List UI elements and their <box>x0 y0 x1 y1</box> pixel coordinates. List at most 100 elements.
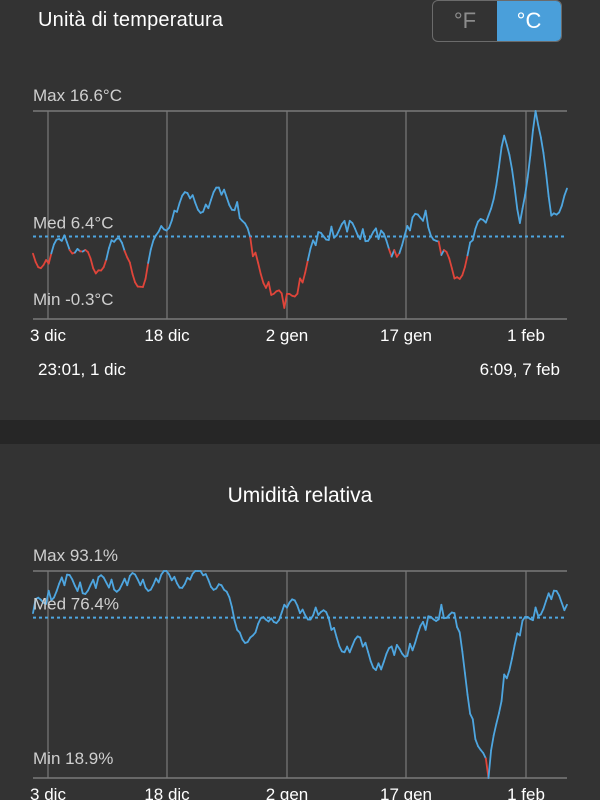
series-line <box>152 577 157 586</box>
series-line <box>348 644 354 654</box>
series-line <box>335 228 341 237</box>
series-segment <box>503 134 521 224</box>
series-line <box>542 152 547 175</box>
series-line <box>466 693 472 715</box>
series-line <box>267 281 273 296</box>
series-line <box>128 261 134 275</box>
series-line <box>157 225 163 233</box>
series-line <box>66 241 71 251</box>
average-label: Med 76.4% <box>33 595 119 614</box>
series-segment <box>440 249 458 280</box>
x-tick-label: 3 dic <box>30 326 66 345</box>
series-line <box>461 266 466 277</box>
series-line <box>508 154 513 171</box>
series-segment <box>534 592 553 617</box>
x-tick-label: 17 gen <box>380 326 432 345</box>
series-line <box>361 228 367 243</box>
series-line <box>474 738 479 748</box>
series-segment <box>189 570 207 581</box>
series-line <box>225 196 231 206</box>
series-line <box>375 227 380 240</box>
x-tick-label: 3 dic <box>30 785 66 800</box>
series-line <box>424 209 430 229</box>
series-line <box>50 243 55 255</box>
series-segment <box>550 187 568 217</box>
series-line <box>416 625 422 635</box>
unit-segmented-control[interactable]: °F °C <box>432 0 562 42</box>
series-line <box>278 611 283 621</box>
series-line <box>325 611 330 620</box>
temperature-card: Unità di temperatura °F °C 3 dic 18 dic 2 … <box>30 0 568 379</box>
series-line <box>228 204 233 211</box>
series-line <box>448 257 453 269</box>
series-line <box>398 647 403 655</box>
series-line <box>440 603 445 620</box>
series-line <box>411 641 417 652</box>
series-line <box>254 622 260 634</box>
series-line <box>532 606 537 622</box>
series-line <box>369 230 375 238</box>
series-line <box>524 176 529 196</box>
series-line <box>173 575 178 585</box>
series-line <box>233 619 239 631</box>
series-line <box>458 631 464 653</box>
series-line <box>157 573 163 584</box>
series-line <box>505 669 511 680</box>
series-segment <box>204 186 223 210</box>
series-line <box>123 250 129 259</box>
max-label: Max 93.1% <box>33 546 118 565</box>
series-line <box>94 576 100 589</box>
series-line <box>32 252 37 263</box>
series-segment <box>361 227 380 243</box>
temperature-chart: 3 dic 18 dic 2 gen 17 gen 1 feb Max 16.6°C Med… <box>30 86 568 345</box>
series-line <box>228 596 233 609</box>
series-line <box>529 129 534 157</box>
series-line <box>409 216 414 232</box>
series-line <box>144 262 150 280</box>
series-line <box>257 617 262 625</box>
series-line <box>542 599 547 610</box>
series-line <box>518 207 524 224</box>
series-line <box>346 219 351 233</box>
series-segment <box>94 239 113 275</box>
series-segment <box>142 577 160 592</box>
series-segment <box>32 252 50 270</box>
series-line <box>296 604 301 615</box>
series-segment <box>204 573 223 591</box>
series-line <box>427 226 432 237</box>
series-line <box>403 225 409 237</box>
series-line <box>47 252 53 265</box>
series-line <box>149 239 155 251</box>
series-line <box>393 644 398 656</box>
average-label: Med 6.4°C <box>33 214 114 233</box>
series-segment <box>142 230 160 288</box>
series-segment <box>32 589 50 615</box>
series-line <box>503 134 508 146</box>
series-line <box>105 247 110 261</box>
series-line <box>508 657 513 672</box>
series-line <box>537 124 542 139</box>
series-line <box>534 606 540 617</box>
range-start-label: 23:01, 1 dic <box>38 360 126 379</box>
x-tick-label: 1 feb <box>507 326 545 345</box>
unit-fahrenheit-button[interactable]: °F <box>453 8 477 33</box>
series-line <box>53 238 58 246</box>
series-line <box>482 752 487 760</box>
series-line <box>558 204 563 214</box>
series-line <box>217 186 223 196</box>
series-line <box>244 222 249 230</box>
series-line <box>471 718 477 741</box>
series-line <box>131 272 136 284</box>
series-line <box>102 258 108 269</box>
series-line <box>259 273 265 284</box>
unit-celsius-button[interactable]: °C <box>497 1 561 41</box>
series-segment <box>173 191 191 213</box>
humidity-chart: 3 dic 18 dic 2 gen 17 gen 1 feb Max 93.1% Med … <box>30 546 568 800</box>
series-line <box>53 590 58 599</box>
series-line <box>351 638 356 647</box>
series-segment <box>550 589 568 612</box>
series-segment <box>251 251 270 289</box>
series-line <box>484 214 490 224</box>
x-tick-label: 1 feb <box>507 785 545 800</box>
series-line <box>464 672 469 696</box>
